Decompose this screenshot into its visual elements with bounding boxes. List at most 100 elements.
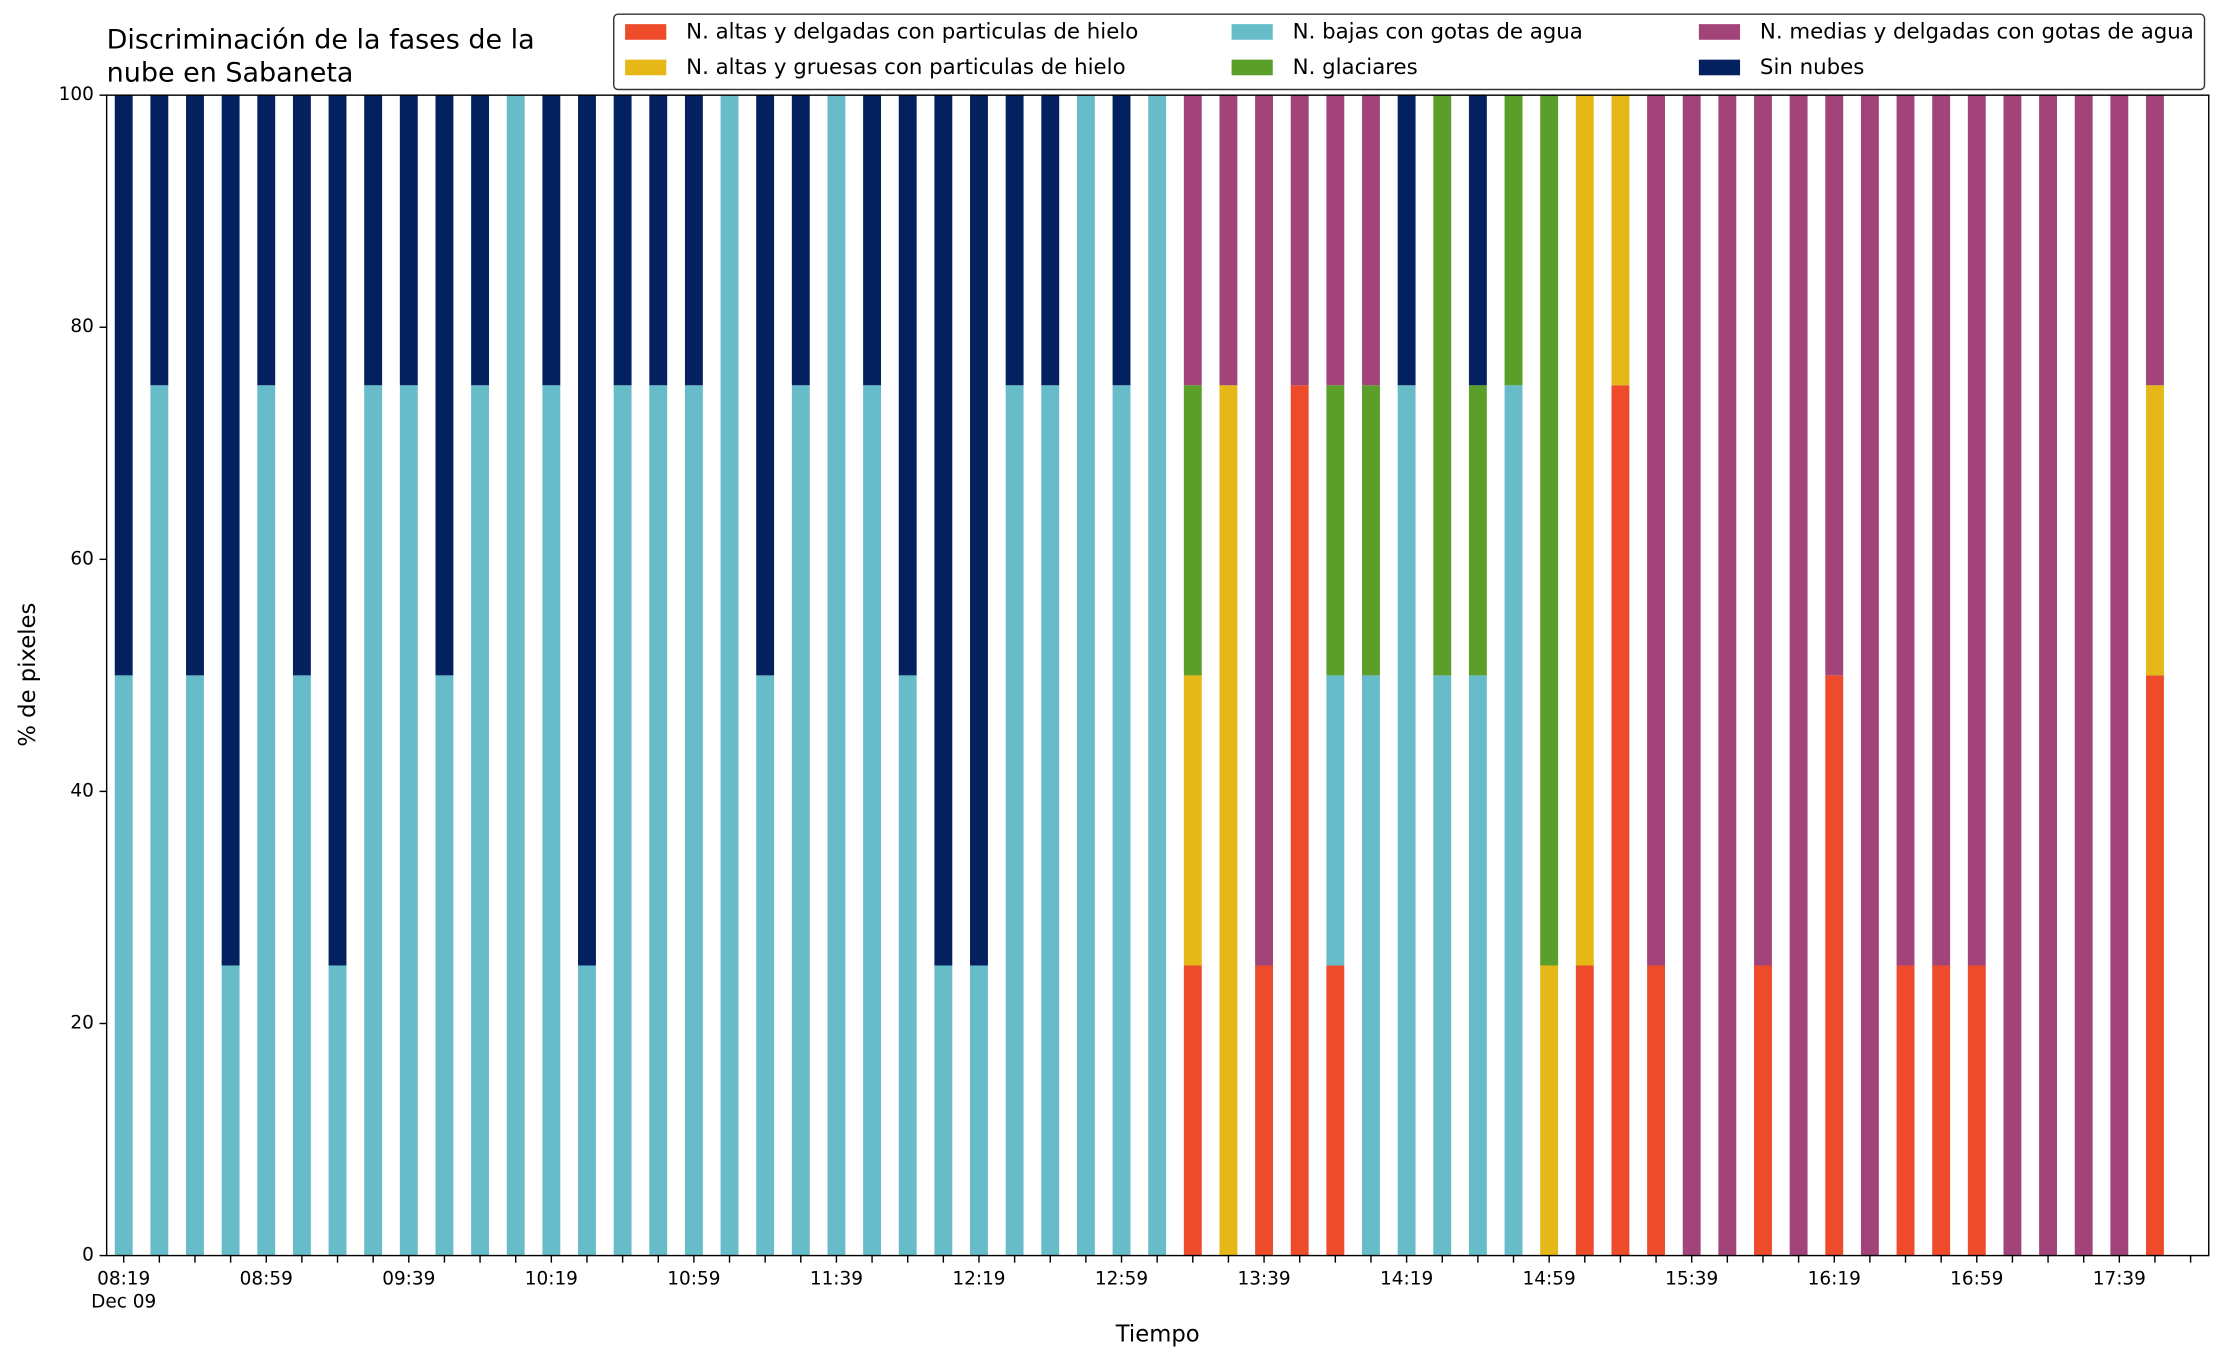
bar-segment xyxy=(1967,95,1986,966)
bar-segment xyxy=(542,385,561,1256)
bar-segment xyxy=(970,965,988,1256)
bar-segment xyxy=(1967,965,1986,1256)
bar-segment xyxy=(1860,95,1879,1256)
bar-segment xyxy=(1718,95,1737,1256)
x-tick-label: 08:59 xyxy=(240,1269,293,1290)
y-tick-label: 40 xyxy=(70,780,93,801)
bar-segment xyxy=(791,385,810,1256)
bar-segment xyxy=(1183,385,1202,676)
bar-segment xyxy=(1397,385,1416,1256)
x-tick-label: 10:59 xyxy=(667,1269,720,1290)
bar-segment xyxy=(542,95,561,386)
bar-segment xyxy=(328,95,347,966)
bar-segment xyxy=(1255,965,1274,1256)
legend-swatch xyxy=(1231,24,1273,40)
bar-segment xyxy=(435,675,454,1256)
x-tick-label: 16:59 xyxy=(1950,1269,2003,1290)
bar-segment xyxy=(2146,675,2164,1256)
bar-segment xyxy=(1326,95,1345,386)
x-tick-label: 17:39 xyxy=(2093,1269,2146,1290)
bar-segment xyxy=(1754,965,1772,1256)
bar-segment xyxy=(898,95,917,676)
bar-segment xyxy=(1540,95,1559,966)
legend-text: N. altas y gruesas con particulas de hie… xyxy=(686,55,1125,80)
legend-text: N. glaciares xyxy=(1293,55,1418,80)
y-tick-label: 60 xyxy=(70,548,93,569)
bar-segment xyxy=(2146,95,2164,386)
bar-segment xyxy=(1611,95,1630,386)
bar-segment xyxy=(1397,95,1416,386)
bar-segment xyxy=(1468,385,1487,676)
bar-segment xyxy=(1041,385,1060,1256)
bar-segment xyxy=(970,95,988,966)
bar-segment xyxy=(613,385,632,1256)
legend-swatch xyxy=(1231,59,1273,76)
bar-segment xyxy=(1611,385,1630,1256)
bar-segment xyxy=(506,95,525,1256)
bar-segment xyxy=(649,95,668,386)
legend-swatch xyxy=(1698,59,1741,76)
bar-segment xyxy=(2146,385,2164,676)
bar-segment xyxy=(150,385,169,1256)
bar-segment xyxy=(399,385,418,1256)
bar-segment xyxy=(1183,95,1202,386)
x-axis-label: Tiempo xyxy=(1115,1322,1200,1348)
bar-segment xyxy=(1219,95,1238,386)
x-tick-label: 16:19 xyxy=(1808,1269,1861,1290)
y-tick-label: 20 xyxy=(70,1012,93,1033)
bar-segment xyxy=(1932,95,1951,966)
bar-segment xyxy=(1504,385,1523,1256)
bar-segment xyxy=(1754,95,1772,966)
bar-segment xyxy=(1183,965,1202,1256)
bar-segment xyxy=(328,965,347,1256)
bar-segment xyxy=(2039,95,2058,1256)
bar-segment xyxy=(684,385,703,1256)
legend-text: N. bajas con gotas de agua xyxy=(1293,20,1583,45)
bar-segment xyxy=(1362,675,1380,1256)
x-tick-label: 14:59 xyxy=(1523,1269,1576,1290)
bar-segment xyxy=(1326,385,1345,676)
bar-segment xyxy=(1575,965,1594,1256)
legend-text: N. medias y delgadas con gotas de agua xyxy=(1760,20,2194,45)
bar-segment xyxy=(2074,95,2093,1256)
bar-segment xyxy=(257,95,276,386)
bar-segment xyxy=(1148,95,1167,1256)
bar-segment xyxy=(292,675,311,1256)
bar-segment xyxy=(1326,965,1345,1256)
bar-segment xyxy=(684,95,703,386)
bar-segment xyxy=(1290,385,1309,1256)
bar-segment xyxy=(1540,965,1559,1256)
bar-segment xyxy=(292,95,311,676)
bar-segment xyxy=(1789,95,1808,1256)
legend-box xyxy=(613,13,2206,91)
bar-segment xyxy=(791,95,810,386)
x-tick-label: 12:19 xyxy=(952,1269,1005,1290)
x-tick-label: 10:19 xyxy=(525,1269,578,1290)
y-tick-label: 80 xyxy=(70,316,93,337)
bar-segment xyxy=(1005,95,1024,386)
bar-segment xyxy=(435,95,454,676)
x-tick-label: 15:39 xyxy=(1665,1269,1718,1290)
legend-swatch xyxy=(625,59,667,76)
plot-frame xyxy=(105,94,2210,1257)
bar-segment xyxy=(578,95,596,966)
bar-segment xyxy=(756,95,775,676)
bar-segment xyxy=(1326,675,1345,966)
bar-segment xyxy=(1041,95,1060,386)
bar-segment xyxy=(934,965,953,1256)
bar-segment xyxy=(863,95,882,386)
bar-segment xyxy=(720,95,739,1256)
x-tick-label: 09:39 xyxy=(382,1269,435,1290)
x-tick-label: 11:39 xyxy=(810,1269,863,1290)
bar-segment xyxy=(364,95,383,386)
bar-segment xyxy=(1433,95,1452,676)
y-tick-label: 0 xyxy=(82,1245,94,1266)
bar-segment xyxy=(1219,385,1238,1256)
bar-segment xyxy=(221,95,240,966)
bar-segment xyxy=(1076,95,1095,1256)
bar-segment xyxy=(1112,95,1131,386)
y-tick-label: 100 xyxy=(59,84,94,105)
bar-segment xyxy=(186,95,204,676)
bar-segment xyxy=(1362,385,1380,676)
bar-segment xyxy=(1647,965,1666,1256)
